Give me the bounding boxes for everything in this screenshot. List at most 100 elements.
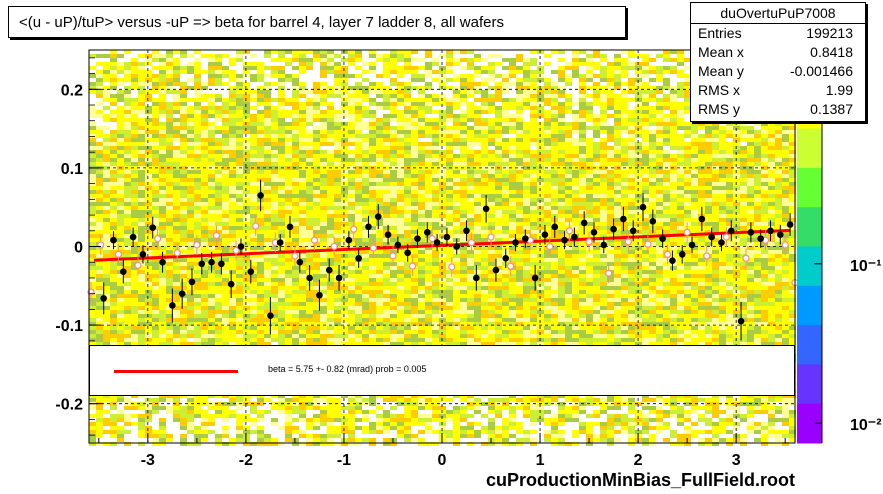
heatmap-cell — [362, 298, 369, 302]
heatmap-cell — [369, 282, 376, 286]
heatmap-cell — [159, 150, 166, 154]
heatmap-cell — [383, 142, 390, 146]
heatmap-cell — [411, 214, 418, 218]
heatmap-cell — [299, 234, 306, 238]
heatmap-cell — [180, 258, 187, 262]
heatmap-cell — [285, 210, 292, 214]
heatmap-cell — [446, 254, 453, 258]
heatmap-cell — [320, 94, 327, 98]
heatmap-cell — [432, 222, 439, 226]
heatmap-cell — [348, 294, 355, 298]
heatmap-cell — [152, 102, 159, 106]
heatmap-cell — [404, 314, 411, 318]
heatmap-cell — [222, 262, 229, 266]
heatmap-cell — [397, 182, 404, 186]
heatmap-cell — [446, 302, 453, 306]
heatmap-cell — [117, 122, 124, 126]
heatmap-cell — [222, 186, 229, 190]
heatmap-cell — [474, 186, 481, 190]
heatmap-cell — [362, 98, 369, 102]
heatmap-cell — [257, 122, 264, 126]
heatmap-cell — [180, 306, 187, 310]
heatmap-cell — [229, 318, 236, 322]
heatmap-cell — [355, 186, 362, 190]
heatmap-cell — [362, 274, 369, 278]
heatmap-cell — [474, 90, 481, 94]
heatmap-cell — [103, 230, 110, 234]
heatmap-cell — [467, 222, 474, 226]
heatmap-cell — [117, 70, 124, 74]
heatmap-cell — [96, 254, 103, 258]
heatmap-cell — [222, 322, 229, 326]
heatmap-cell — [460, 126, 467, 130]
heatmap-cell — [166, 78, 173, 82]
heatmap-cell — [439, 426, 446, 430]
heatmap-cell — [467, 206, 474, 210]
heatmap-cell — [131, 198, 138, 202]
heatmap-cell — [173, 410, 180, 414]
heatmap-cell — [124, 98, 131, 102]
heatmap-cell — [145, 62, 152, 66]
heatmap-cell — [187, 54, 194, 58]
heatmap-cell — [285, 342, 292, 346]
heatmap-cell — [201, 418, 208, 422]
heatmap-cell — [243, 110, 250, 114]
heatmap-cell — [376, 258, 383, 262]
heatmap-cell — [243, 114, 250, 118]
heatmap-cell — [152, 242, 159, 246]
heatmap-cell — [271, 338, 278, 342]
heatmap-cell — [271, 114, 278, 118]
heatmap-cell — [152, 310, 159, 314]
heatmap-cell — [236, 434, 243, 438]
heatmap-cell — [320, 138, 327, 142]
heatmap-cell — [166, 162, 173, 166]
heatmap-cell — [187, 66, 194, 70]
heatmap-cell — [96, 282, 103, 286]
heatmap-cell — [390, 70, 397, 74]
heatmap-cell — [117, 170, 124, 174]
heatmap-cell — [103, 54, 110, 58]
heatmap-cell — [180, 210, 187, 214]
heatmap-cell — [474, 158, 481, 162]
heatmap-cell — [390, 114, 397, 118]
heatmap-cell — [152, 86, 159, 90]
heatmap-cell — [131, 162, 138, 166]
heatmap-cell — [425, 282, 432, 286]
heatmap-cell — [327, 262, 334, 266]
heatmap-cell — [453, 146, 460, 150]
heatmap-cell — [243, 418, 250, 422]
heatmap-cell — [320, 254, 327, 258]
heatmap-cell — [404, 86, 411, 90]
heatmap-cell — [194, 118, 201, 122]
heatmap-cell — [278, 342, 285, 346]
heatmap-cell — [383, 422, 390, 426]
heatmap-cell — [145, 190, 152, 194]
heatmap-cell — [306, 166, 313, 170]
heatmap-cell — [229, 326, 236, 330]
heatmap-cell — [348, 118, 355, 122]
heatmap-cell — [103, 302, 110, 306]
heatmap-cell — [362, 338, 369, 342]
heatmap-cell — [117, 338, 124, 342]
heatmap-cell — [257, 78, 264, 82]
heatmap-cell — [418, 262, 425, 266]
heatmap-cell — [89, 162, 96, 166]
heatmap-cell — [257, 254, 264, 258]
heatmap-cell — [145, 426, 152, 430]
heatmap-cell — [453, 302, 460, 306]
heatmap-cell — [138, 186, 145, 190]
heatmap-cell — [180, 174, 187, 178]
heatmap-cell — [159, 122, 166, 126]
heatmap-cell — [334, 206, 341, 210]
heatmap-cell — [131, 110, 138, 114]
heatmap-cell — [271, 202, 278, 206]
heatmap-cell — [145, 170, 152, 174]
heatmap-cell — [404, 238, 411, 242]
heatmap-cell — [257, 298, 264, 302]
heatmap-cell — [306, 170, 313, 174]
heatmap-cell — [313, 50, 320, 54]
heatmap-cell — [467, 66, 474, 70]
heatmap-cell — [334, 426, 341, 430]
heatmap-cell — [327, 90, 334, 94]
heatmap-cell — [278, 90, 285, 94]
